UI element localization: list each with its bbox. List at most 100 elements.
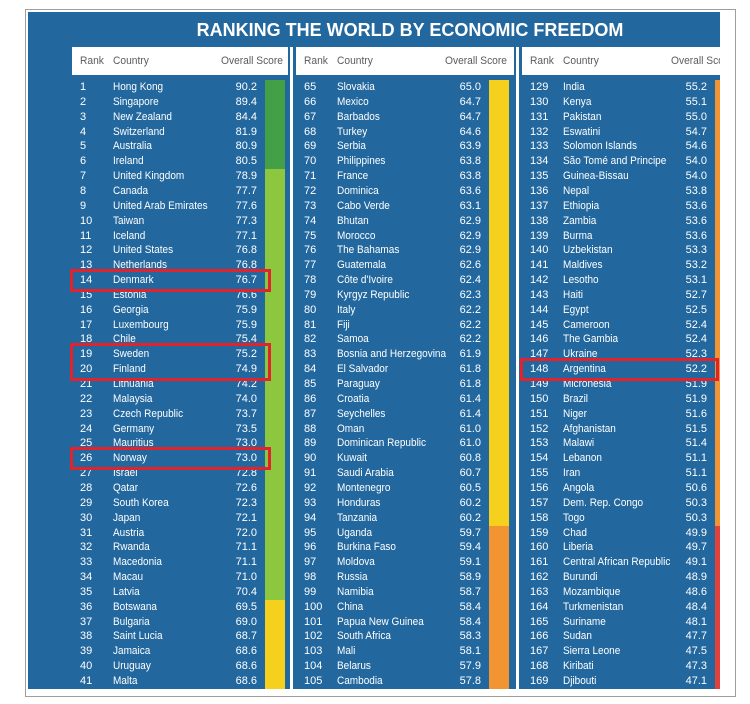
score-cell: 52.7 bbox=[685, 288, 707, 301]
country-cell: Iran bbox=[563, 467, 581, 480]
score-bar bbox=[265, 555, 285, 571]
rank-cell: 137 bbox=[530, 199, 549, 212]
table-row: 103 Mali 58.1 bbox=[296, 644, 514, 660]
score-cell: 75.9 bbox=[235, 303, 257, 316]
score-cell: 58.4 bbox=[459, 615, 481, 628]
country-cell: Saudi Arabia bbox=[337, 467, 394, 480]
rank-cell: 105 bbox=[304, 675, 323, 687]
score-bar bbox=[265, 109, 285, 125]
score-cell: 61.9 bbox=[459, 348, 481, 361]
score-bar bbox=[489, 109, 509, 125]
table-row: 77 Guatemala 62.6 bbox=[296, 258, 514, 274]
rank-cell: 154 bbox=[530, 452, 549, 465]
country-cell: Macau bbox=[113, 571, 144, 584]
rank-cell: 167 bbox=[530, 645, 549, 658]
score-cell: 70.4 bbox=[235, 585, 257, 598]
score-bar bbox=[265, 421, 285, 437]
rank-cell: 75 bbox=[304, 229, 317, 242]
score-cell: 55.1 bbox=[685, 95, 707, 108]
rank-cell: 168 bbox=[530, 660, 549, 673]
score-cell: 59.1 bbox=[459, 556, 481, 569]
table-row: 66 Mexico 64.7 bbox=[296, 94, 514, 110]
country-cell: Argentina bbox=[563, 363, 606, 376]
country-cell: Czech Republic bbox=[113, 407, 184, 420]
country-cell: Burundi bbox=[563, 571, 598, 584]
score-bar bbox=[715, 629, 720, 645]
score-bar bbox=[489, 332, 509, 348]
score-bar bbox=[489, 377, 509, 392]
table-row: 132 Eswatini 54.7 bbox=[522, 124, 720, 140]
rank-cell: 147 bbox=[530, 348, 549, 361]
score-cell: 69.0 bbox=[235, 615, 257, 628]
score-bar bbox=[265, 154, 285, 170]
country-cell: Qatar bbox=[113, 481, 139, 494]
table-row: 161 Central African Republic 49.1 bbox=[522, 555, 720, 571]
country-cell: Canada bbox=[113, 184, 149, 197]
score-cell: 74.9 bbox=[235, 363, 257, 376]
rank-cell: 33 bbox=[80, 556, 93, 569]
rank-cell: 148 bbox=[530, 363, 549, 376]
rank-cell: 95 bbox=[304, 526, 317, 539]
score-cell: 62.4 bbox=[459, 274, 481, 287]
table-row: 137 Ethiopia 53.6 bbox=[522, 198, 720, 214]
score-bar bbox=[489, 451, 509, 467]
rank-cell: 133 bbox=[530, 140, 549, 153]
table-row: 129 India 55.2 bbox=[522, 80, 720, 95]
country-cell: Paraguay bbox=[337, 378, 380, 390]
rank-header: Rank bbox=[304, 55, 328, 67]
score-bar bbox=[715, 198, 720, 214]
table-row: 164 Turkmenistan 48.4 bbox=[522, 599, 720, 615]
score-bar bbox=[715, 109, 720, 125]
score-bar bbox=[489, 154, 509, 170]
table-row: 73 Cabo Verde 63.1 bbox=[296, 198, 514, 214]
table-row: 153 Malawi 51.4 bbox=[522, 436, 720, 452]
score-bar bbox=[715, 213, 720, 229]
rank-cell: 31 bbox=[80, 526, 93, 539]
country-cell: Oman bbox=[337, 422, 365, 435]
rank-cell: 130 bbox=[530, 95, 549, 108]
score-cell: 80.9 bbox=[235, 140, 257, 153]
score-bar bbox=[489, 124, 509, 140]
score-cell: 57.9 bbox=[459, 660, 481, 673]
score-cell: 61.0 bbox=[459, 422, 481, 435]
table-row: 145 Cameroon 52.4 bbox=[522, 317, 720, 333]
score-bar bbox=[489, 540, 509, 556]
table-row: 18 Chile 75.4 bbox=[72, 332, 288, 348]
score-cell: 71.0 bbox=[235, 571, 257, 584]
country-cell: Malawi bbox=[563, 437, 595, 450]
score-bar bbox=[489, 644, 509, 660]
rank-cell: 15 bbox=[80, 288, 93, 301]
column-header: Rank Country Overall Score bbox=[72, 47, 288, 75]
rank-cell: 7 bbox=[80, 170, 87, 183]
rank-cell: 155 bbox=[530, 467, 549, 480]
rank-cell: 164 bbox=[530, 600, 549, 613]
score-cell: 52.4 bbox=[685, 333, 707, 346]
score-cell: 63.6 bbox=[459, 184, 481, 197]
score-cell: 52.4 bbox=[685, 318, 707, 331]
country-cell: Morocco bbox=[337, 229, 376, 242]
score-cell: 49.9 bbox=[685, 526, 707, 539]
score-cell: 77.1 bbox=[235, 229, 257, 242]
score-cell: 51.4 bbox=[685, 437, 707, 450]
table-row: 162 Burundi 48.9 bbox=[522, 570, 720, 586]
country-cell: The Gambia bbox=[563, 333, 619, 346]
rank-cell: 131 bbox=[530, 110, 549, 123]
table-row: 29 South Korea 72.3 bbox=[72, 495, 288, 511]
table-row: 88 Oman 61.0 bbox=[296, 421, 514, 437]
score-cell: 60.2 bbox=[459, 496, 481, 509]
score-cell: 60.5 bbox=[459, 481, 481, 494]
score-cell: 47.1 bbox=[685, 675, 707, 687]
score-bar bbox=[265, 644, 285, 660]
score-cell: 49.7 bbox=[685, 541, 707, 554]
country-cell: France bbox=[337, 170, 369, 183]
rank-cell: 162 bbox=[530, 571, 549, 584]
rank-cell: 134 bbox=[530, 155, 549, 168]
table-row: 3 New Zealand 84.4 bbox=[72, 109, 288, 125]
score-cell: 60.2 bbox=[459, 511, 481, 524]
score-cell: 75.4 bbox=[235, 333, 257, 346]
score-bar bbox=[715, 258, 720, 274]
table-row: 9 United Arab Emirates 77.6 bbox=[72, 198, 288, 214]
country-cell: Papua New Guinea bbox=[337, 615, 424, 628]
score-bar bbox=[489, 466, 509, 482]
score-bar bbox=[715, 94, 720, 110]
